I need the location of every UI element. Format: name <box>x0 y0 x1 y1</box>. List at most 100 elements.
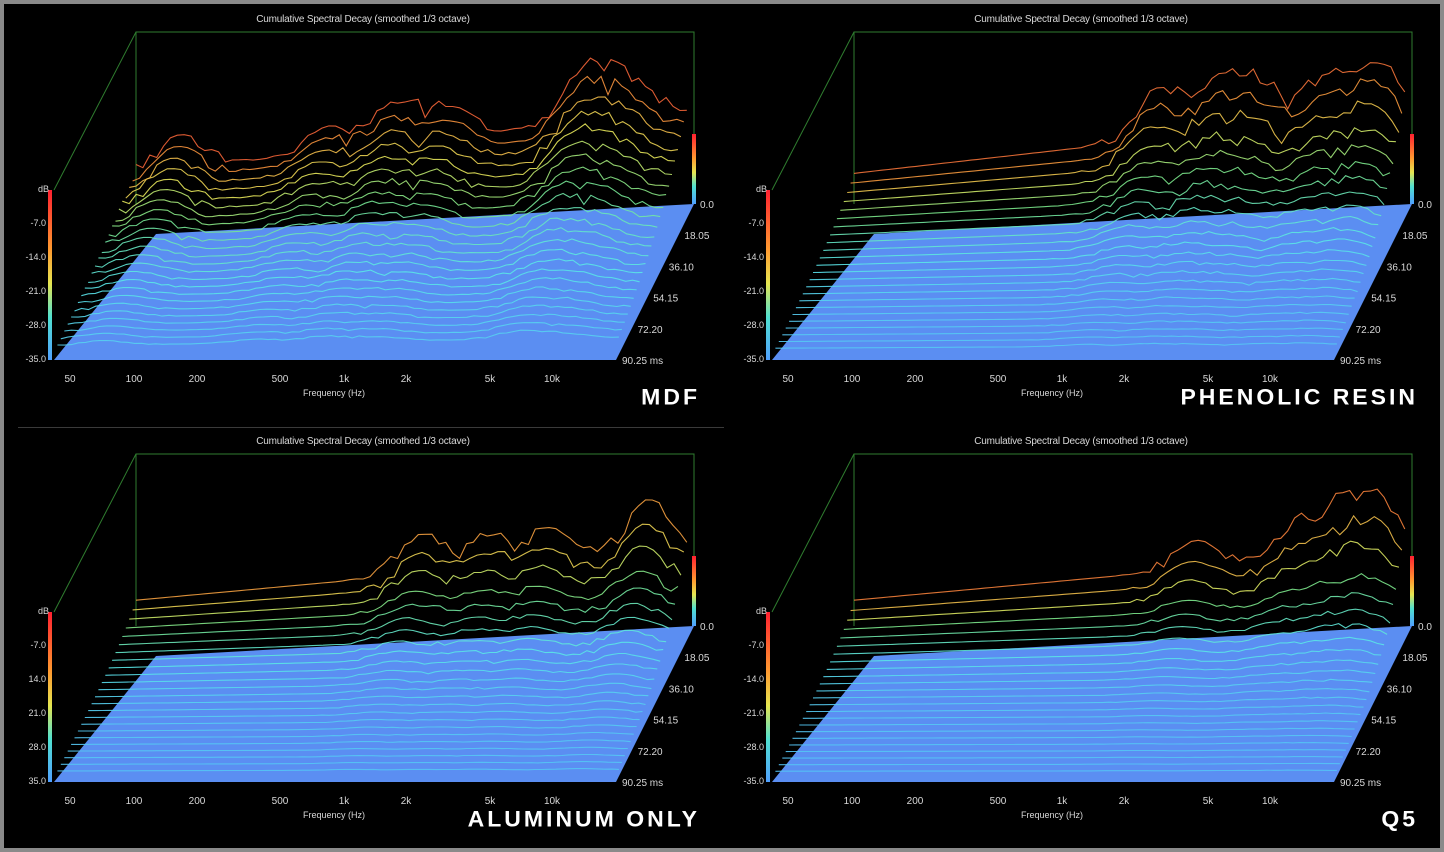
panel-title: Cumulative Spectral Decay (smoothed 1/3 … <box>256 436 470 447</box>
left-color-bar <box>766 612 770 782</box>
decay-slice <box>778 762 1340 766</box>
floor-plane <box>54 204 694 360</box>
right-color-bar <box>692 134 696 204</box>
left-top-edge <box>53 453 137 613</box>
decay-slice <box>830 636 1385 663</box>
right-color-bar <box>1410 556 1414 626</box>
db-tick-label: -35.0 <box>743 354 764 364</box>
decay-slice <box>819 227 1376 259</box>
db-tick-label: -28.0 <box>743 742 764 752</box>
decay-slice <box>57 768 619 772</box>
decay-slice <box>108 180 664 238</box>
time-tick-label: 72.20 <box>1356 747 1381 758</box>
decay-slice <box>91 238 649 274</box>
db-tick-label: 35.0 <box>28 776 46 786</box>
decay-slice <box>112 166 667 227</box>
db-tick-label: 14.0 <box>28 674 46 684</box>
x-axis-label: Frequency (Hz) <box>303 810 365 820</box>
decay-panel-3: Cumulative Spectral Decay (smoothed 1/3 … <box>4 426 722 848</box>
z-axis-label: dB <box>756 184 767 194</box>
panel-title: Cumulative Spectral Decay (smoothed 1/3 … <box>974 14 1188 25</box>
decay-slice <box>802 712 1361 719</box>
x-axis-label: Frequency (Hz) <box>303 388 365 398</box>
time-tick-label: 0.0 <box>1418 200 1432 211</box>
decay-slices <box>57 499 688 772</box>
decay-slice <box>843 127 1396 203</box>
decay-slices <box>57 57 687 346</box>
time-tick-label: 72.20 <box>1356 325 1381 336</box>
decay-slice <box>782 756 1343 759</box>
left-top-edge <box>771 31 855 191</box>
decay-slice <box>836 160 1391 220</box>
x-tick-label: 100 <box>844 374 861 385</box>
x-tick-label: 50 <box>782 374 794 385</box>
decay-slice <box>108 641 664 669</box>
left-top-edge <box>771 453 855 613</box>
decay-slice <box>71 296 631 318</box>
db-tick-label: -14.0 <box>25 252 46 262</box>
decay-slice <box>88 248 646 283</box>
decay-slice <box>135 499 688 601</box>
x-tick-label: 50 <box>782 796 794 807</box>
x-tick-label: 5k <box>485 796 497 807</box>
time-tick-label: 72.20 <box>638 747 663 758</box>
decay-slice <box>833 623 1388 655</box>
x-axis-label: Frequency (Hz) <box>1021 810 1083 820</box>
decay-slice <box>847 540 1400 621</box>
decay-slice <box>57 329 619 346</box>
x-tick-label: 100 <box>126 374 143 385</box>
time-tick-label: 0.0 <box>700 200 714 211</box>
x-tick-label: 2k <box>401 374 413 385</box>
db-tick-label: -28.0 <box>25 320 46 330</box>
db-tick-label: 21.0 <box>28 708 46 718</box>
material-label: Q5 <box>1381 806 1418 832</box>
decay-slice <box>64 753 625 759</box>
time-tick-label: 18.05 <box>684 653 709 664</box>
x-tick-label: 1k <box>1057 796 1069 807</box>
decay-panel-4: Cumulative Spectral Decay (smoothed 1/3 … <box>722 426 1440 848</box>
decay-slice <box>129 545 682 620</box>
decay-slice <box>833 175 1388 228</box>
decay-slice <box>778 334 1340 343</box>
decay-panel-2: Cumulative Spectral Decay (smoothed 1/3 … <box>722 4 1440 426</box>
decay-slice <box>816 238 1373 266</box>
decay-slice <box>112 629 667 661</box>
decay-slice <box>94 682 652 698</box>
time-tick-label: 54.15 <box>1371 716 1396 727</box>
decay-slice <box>853 488 1406 601</box>
right-color-bar <box>1410 134 1414 204</box>
time-tick-label: 90.25 ms <box>1340 778 1381 789</box>
decay-slice <box>64 313 625 332</box>
time-tick-label: 18.05 <box>1402 653 1427 664</box>
waterfall-plot: 50 100 200 500 1k 2k 5k 10k Frequency (Hz) dB -7.0… <box>743 453 1432 820</box>
x-tick-label: 1k <box>339 374 351 385</box>
time-tick-label: 72.20 <box>638 325 663 336</box>
time-tick-label: 36.10 <box>1387 262 1412 273</box>
decay-slice <box>782 327 1343 336</box>
waterfall-plot: 50 100 200 500 1k 2k 5k 10k Frequency (Hz) dB -7.0… <box>25 31 714 398</box>
time-tick-label: 54.15 <box>1371 294 1396 305</box>
db-tick-label: -21.0 <box>743 286 764 296</box>
decay-slices <box>775 62 1406 349</box>
decay-slice <box>74 286 634 312</box>
decay-slice <box>101 663 658 684</box>
decay-slice <box>789 742 1349 746</box>
material-label: MDF <box>641 384 700 410</box>
time-tick-label: 36.10 <box>669 262 694 273</box>
decay-slice <box>60 322 622 340</box>
decay-slice <box>823 215 1379 251</box>
decay-slice <box>775 769 1337 772</box>
db-tick-label: -28.0 <box>743 320 764 330</box>
x-tick-label: 50 <box>64 796 76 807</box>
decay-slice <box>785 319 1346 329</box>
decay-slice <box>101 207 658 254</box>
decay-slice <box>826 204 1382 244</box>
decay-slice <box>806 704 1364 713</box>
decay-slice <box>84 708 643 719</box>
back-wall-frame <box>135 453 695 626</box>
x-tick-label: 10k <box>1262 796 1279 807</box>
decay-slice <box>135 57 687 169</box>
db-tick-label: -7.0 <box>30 218 46 228</box>
time-tick-label: 0.0 <box>700 622 714 633</box>
decay-slice <box>122 123 676 205</box>
